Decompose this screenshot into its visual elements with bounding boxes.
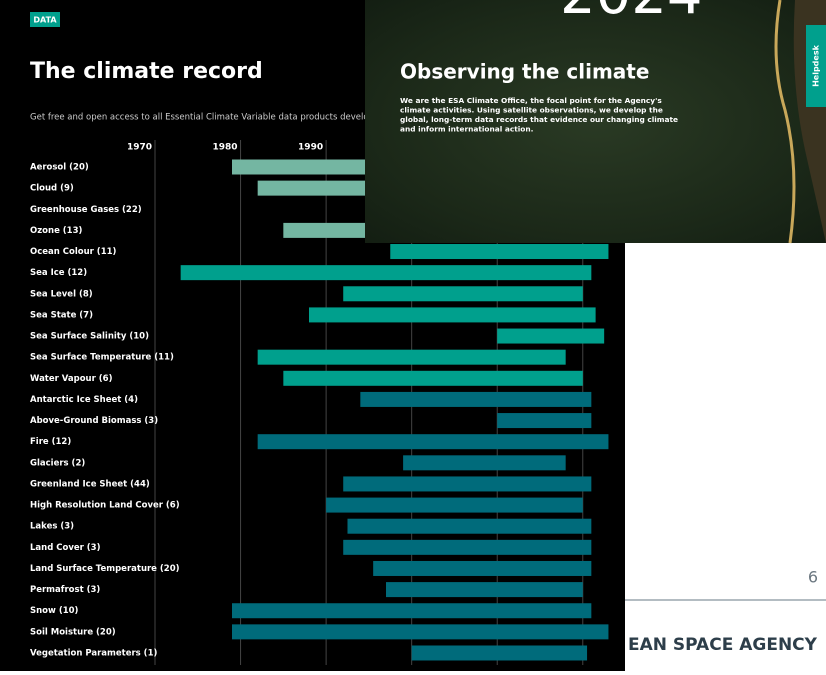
bar [403,455,566,470]
panel-subtitle: Get free and open access to all Essentia… [30,113,414,123]
bar [343,540,591,555]
x-tick-label: 1970 [127,143,152,153]
bar [258,350,566,365]
popup-line: global, long-term data records that evid… [400,115,678,124]
y-tick-label: Greenhouse Gases (22) [30,205,142,215]
y-tick-label: High Resolution Land Cover (6) [30,501,180,511]
y-tick-label: Sea Surface Salinity (10) [30,332,149,342]
y-tick-label: Aerosol (20) [30,163,89,173]
popup-line: and inform international action. [400,125,534,134]
slide: 6 EAN SPACE AGENCY DATA The climate reco… [0,0,826,671]
y-tick-label: Ozone (13) [30,226,83,236]
y-tick-label: Vegetation Parameters (1) [30,648,157,658]
helpdesk-label[interactable]: Helpdesk [812,44,821,87]
y-tick-label: Water Vapour (6) [30,374,113,384]
y-tick-label: Land Cover (3) [30,543,101,553]
y-tick-label: Sea Level (8) [30,289,93,299]
y-tick-label: Cloud (9) [30,184,74,194]
popup-year: 2024 [560,0,703,27]
y-tick-label: Antarctic Ice Sheet (4) [30,395,138,405]
bar [283,371,582,386]
y-tick-label: Land Surface Temperature (20) [30,564,180,574]
popup-title: Observing the climate [400,60,649,84]
page-number: 6 [808,568,818,587]
y-tick-label: Sea State (7) [30,310,93,320]
bar [343,286,583,301]
bar [258,434,609,449]
x-tick-label: 1980 [212,143,237,153]
bar [326,498,583,513]
y-tick-label: Ocean Colour (11) [30,247,117,257]
bar [412,645,587,660]
bar [360,392,591,407]
y-tick-label: Lakes (3) [30,522,74,532]
y-tick-label: Greenland Ice Sheet (44) [30,479,150,489]
bar [348,519,592,534]
tag: DATA [33,16,57,25]
y-tick-label: Glaciers (2) [30,458,85,468]
bar [343,476,591,491]
popup-line: climate activities. Using satellite obse… [400,106,663,115]
page: 6 EAN SPACE AGENCY DATA The climate reco… [0,0,826,671]
bar [497,329,604,344]
bar [181,265,592,280]
bar [386,582,583,597]
y-tick-label: Above-Ground Biomass (3) [30,416,158,426]
bar [390,244,608,259]
bar [309,307,596,322]
bar [232,603,591,618]
popup: 2024 Observing the climate We are the ES… [365,0,826,243]
popup-line: We are the ESA Climate Office, the focal… [400,96,662,105]
bar [373,561,591,576]
y-tick-label: Soil Moisture (20) [30,627,116,637]
bar [497,413,591,428]
footer-agency: EAN SPACE AGENCY [628,635,818,655]
y-tick-label: Sea Surface Temperature (11) [30,353,174,363]
panel-title: The climate record [30,59,263,84]
y-tick-label: Permafrost (3) [30,585,100,595]
x-tick-label: 1990 [298,143,323,153]
y-tick-label: Fire (12) [30,437,71,447]
y-tick-label: Sea Ice (12) [30,268,87,278]
bar [232,624,608,639]
y-tick-label: Snow (10) [30,606,79,616]
